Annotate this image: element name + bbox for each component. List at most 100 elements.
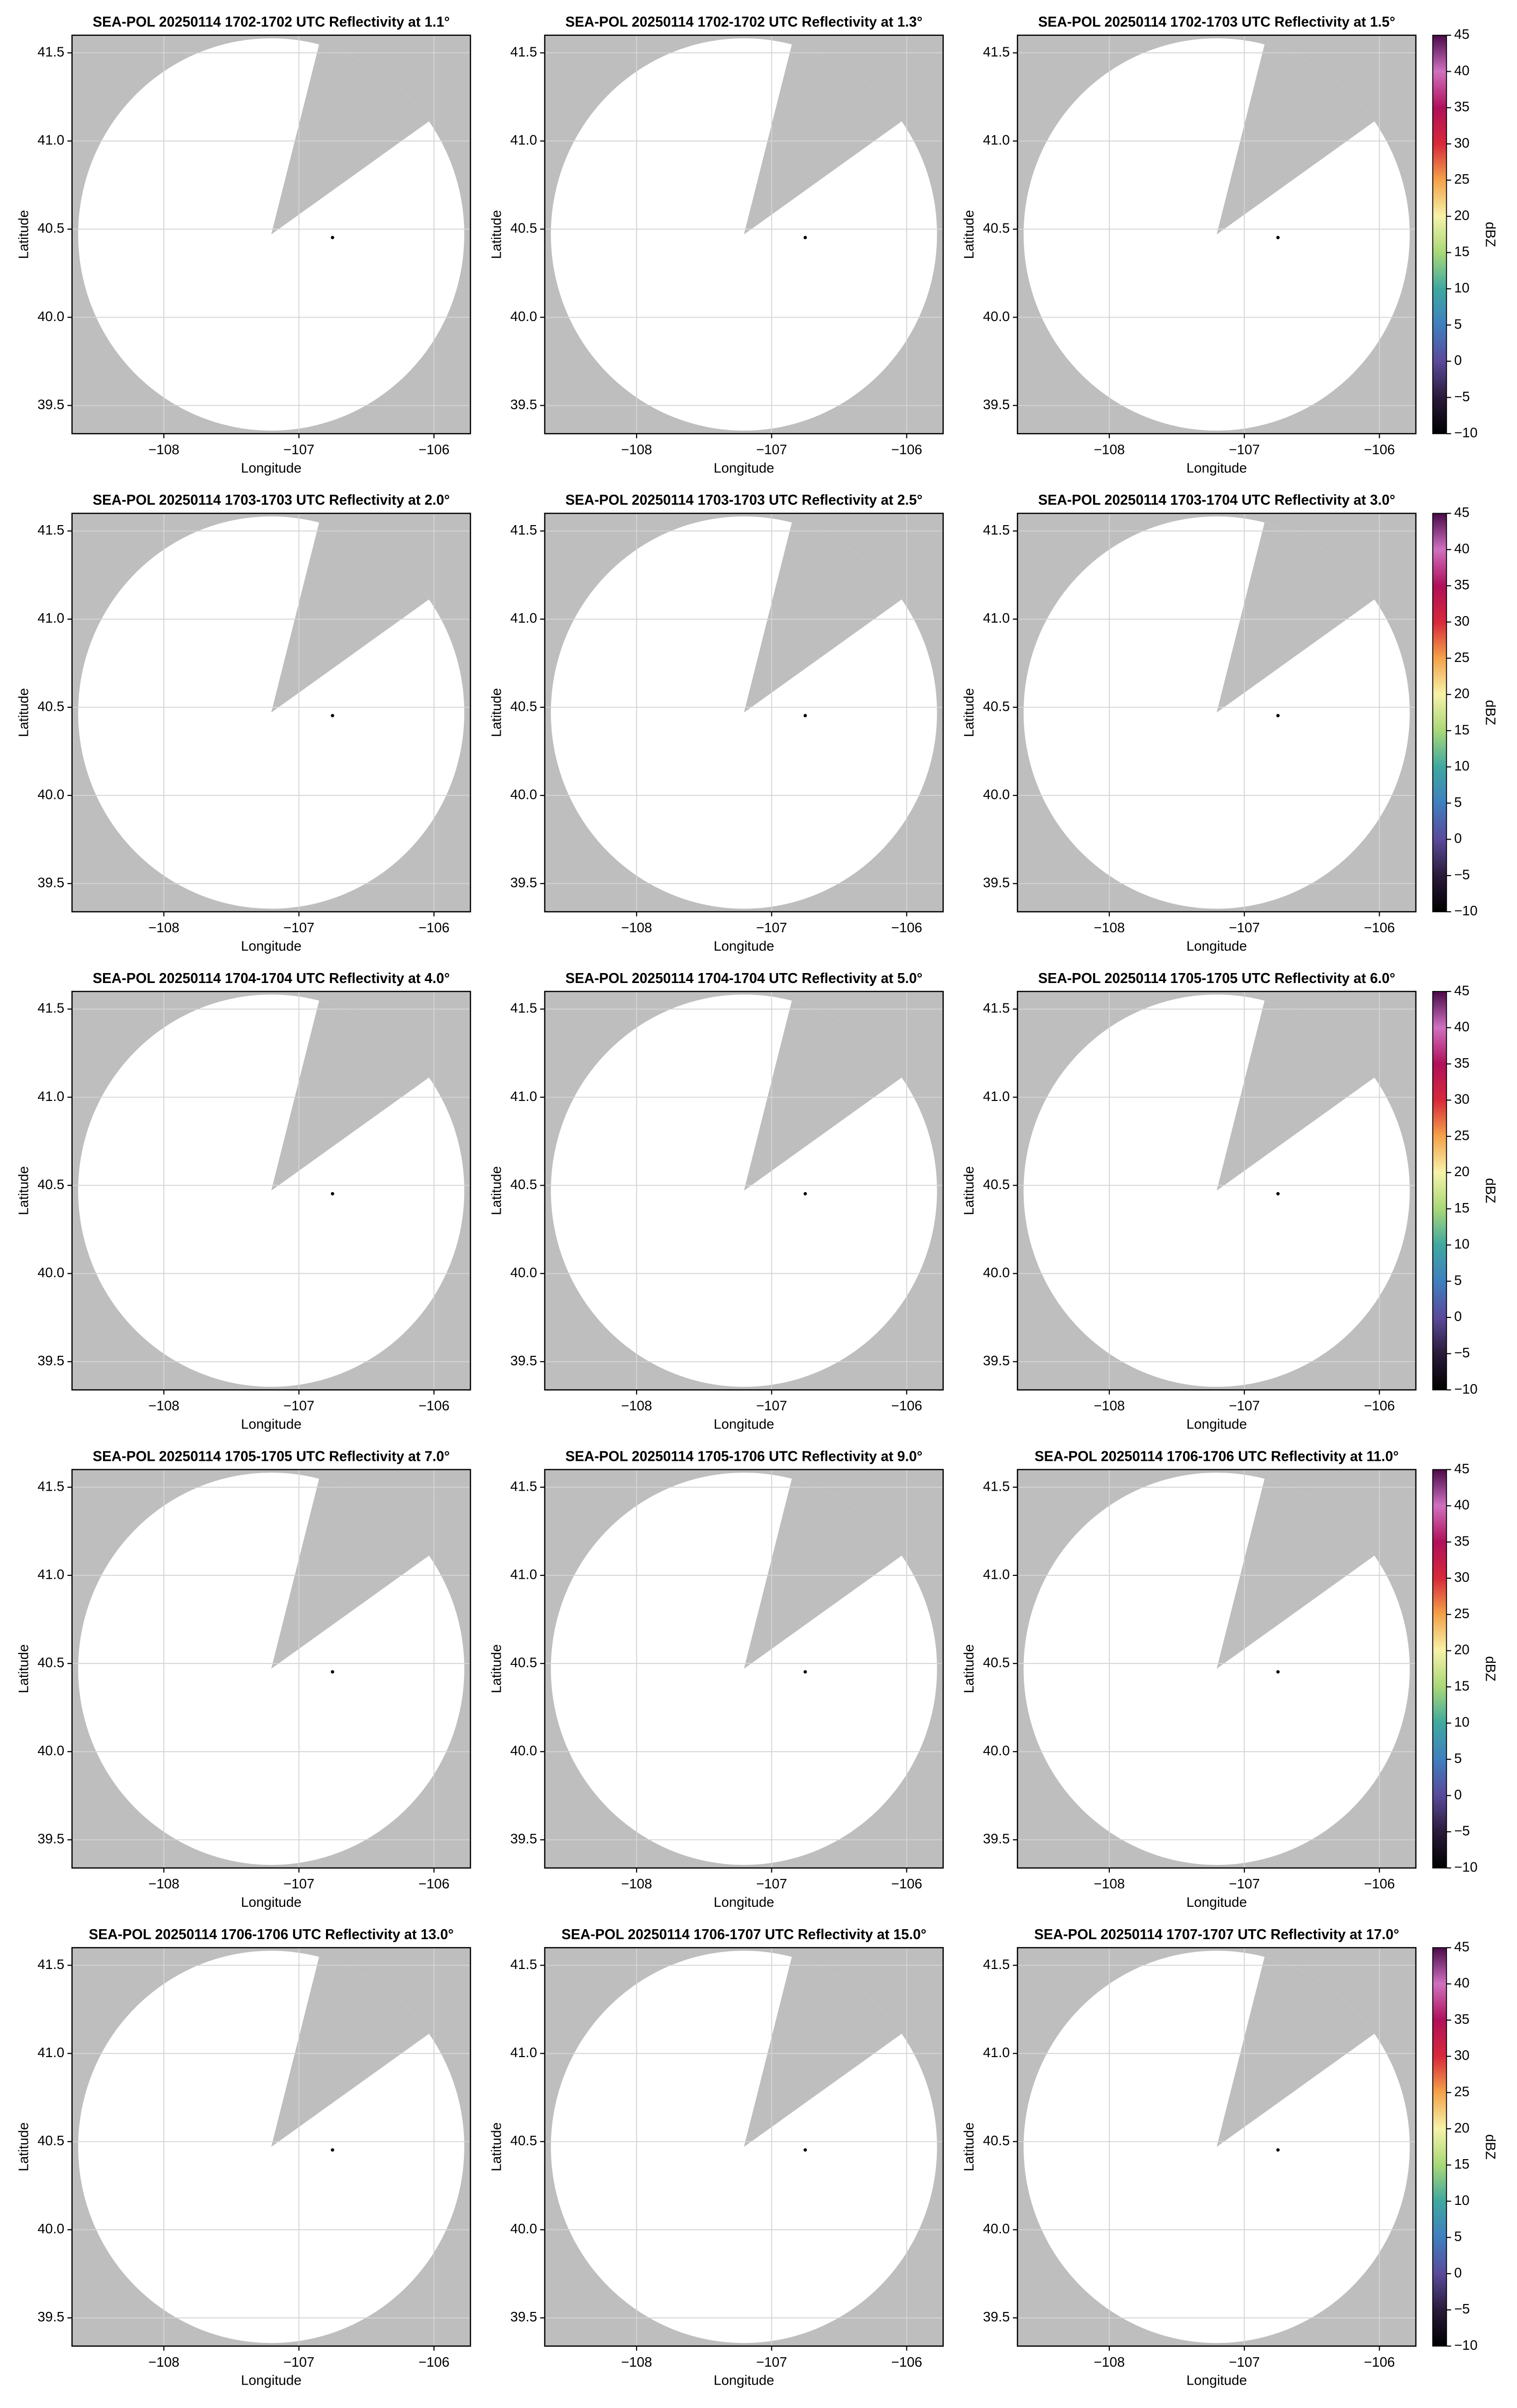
x-tick-label: −106 [419, 920, 449, 935]
axes-frame [1017, 1947, 1417, 2347]
y-tick-label: 39.5 [37, 1831, 64, 1847]
y-tick-label: 40.5 [510, 2133, 537, 2148]
chart-title: SEA-POL 20250114 1703-1703 UTC Reflectiv… [93, 492, 449, 508]
y-tick-label: 40.5 [983, 220, 1010, 236]
x-axis-label: Longitude [714, 2373, 774, 2388]
chart-title: SEA-POL 20250114 1704-1704 UTC Reflectiv… [93, 971, 449, 986]
colorbar-tick-label: 0 [1454, 831, 1462, 846]
blocked-sector-group [744, 516, 937, 713]
y-tick-label: 40.5 [37, 2133, 64, 2148]
colorbar-tick-label: 15 [1454, 244, 1470, 259]
axes-frame [71, 1947, 471, 2347]
colorbar-tick-label: 5 [1454, 794, 1462, 810]
blocked-sector [1216, 994, 1410, 1191]
x-tick-label: −106 [419, 1398, 449, 1414]
y-axis-label: Latitude [488, 210, 504, 259]
y-tick-label: 41.0 [37, 1089, 64, 1104]
y-tick-label: 41.5 [983, 1478, 1010, 1494]
x-tick-label: −107 [283, 2354, 314, 2370]
site-marker [803, 1670, 807, 1674]
x-tick-label: −106 [891, 1876, 922, 1891]
blocked-sector [744, 994, 937, 1191]
y-tick-label: 40.0 [983, 309, 1010, 324]
x-tick-label: −108 [148, 441, 179, 457]
colorbar [1432, 34, 1447, 435]
x-tick-label: −106 [1364, 920, 1395, 935]
colorbar-tick-label: 35 [1454, 1533, 1470, 1548]
colorbar [1432, 991, 1447, 1391]
plot-area [72, 1948, 471, 2346]
y-tick-label: 39.5 [983, 397, 1010, 412]
colorbar-tick-label: 5 [1454, 316, 1462, 331]
x-axis-label: Longitude [241, 2373, 302, 2388]
blocked-sector [271, 516, 464, 713]
colorbar-tick-label: −5 [1454, 2301, 1470, 2316]
y-tick-label: 41.0 [510, 610, 537, 626]
x-axis-label: Longitude [714, 938, 774, 954]
colorbar-tick-label: 30 [1454, 1569, 1470, 1585]
blocked-sector [1216, 38, 1410, 235]
plot-area [544, 1469, 943, 1868]
y-axis-label: Latitude [961, 1644, 976, 1694]
x-tick-label: −107 [283, 441, 314, 457]
x-axis-label: Longitude [241, 1894, 302, 1910]
y-axis-label: Latitude [961, 2122, 976, 2172]
blocked-sector [271, 1951, 464, 2147]
colorbar-tick-label: 45 [1454, 1461, 1470, 1476]
plot-area [72, 513, 471, 912]
colorbar-tick-label: 15 [1454, 722, 1470, 737]
x-tick-label: −106 [1364, 1876, 1395, 1891]
y-tick-label: 39.5 [510, 875, 537, 890]
chart-title: SEA-POL 20250114 1706-1706 UTC Reflectiv… [89, 1927, 453, 1943]
y-tick-label: 41.0 [510, 1089, 537, 1104]
blocked-sector [744, 1951, 937, 2147]
colorbar-tick-label: 25 [1454, 171, 1470, 187]
y-tick-label: 41.5 [37, 1478, 64, 1494]
y-tick-label: 41.5 [37, 1957, 64, 1972]
y-tick-label: 40.5 [37, 220, 64, 236]
x-tick-label: −108 [148, 1876, 179, 1891]
y-tick-label: 40.5 [983, 1654, 1010, 1670]
site-marker [1276, 235, 1280, 239]
x-tick-label: −107 [1229, 1398, 1260, 1414]
y-axis-label: Latitude [488, 1166, 504, 1215]
y-axis-label: Latitude [16, 2122, 31, 2172]
colorbar-tick-label: 20 [1454, 1164, 1470, 1179]
x-axis-label: Longitude [714, 460, 774, 475]
axes-frame [544, 1469, 944, 1869]
y-tick-label: 40.0 [37, 309, 64, 324]
x-axis-label: Longitude [714, 1417, 774, 1432]
site-marker [330, 1192, 334, 1196]
y-tick-label: 41.5 [983, 1957, 1010, 1972]
colorbar-tick-label: 5 [1454, 1272, 1462, 1288]
y-tick-label: 39.5 [510, 1831, 537, 1847]
y-tick-label: 40.5 [510, 1654, 537, 1670]
x-axis-label: Longitude [1187, 938, 1247, 954]
plot-area [1017, 513, 1416, 912]
site-marker [803, 235, 807, 239]
x-tick-label: −106 [419, 2354, 449, 2370]
site-marker [330, 714, 334, 718]
x-axis-label: Longitude [1187, 1417, 1247, 1432]
x-axis-label: Longitude [1187, 460, 1247, 475]
y-tick-label: 39.5 [37, 875, 64, 890]
site-marker [1276, 2148, 1280, 2152]
y-axis-label: Latitude [16, 688, 31, 737]
x-tick-label: −107 [756, 1876, 787, 1891]
colorbar-tick-label: 35 [1454, 99, 1470, 114]
y-tick-label: 41.5 [510, 1478, 537, 1494]
x-axis-label: Longitude [241, 460, 302, 475]
y-tick-label: 39.5 [510, 2309, 537, 2324]
blocked-sector [1216, 1472, 1410, 1669]
chart-title: SEA-POL 20250114 1705-1705 UTC Reflectiv… [93, 1448, 449, 1464]
colorbar-label: dBZ [1483, 1656, 1498, 1681]
colorbar-tick-label: 40 [1454, 1019, 1470, 1034]
y-tick-label: 41.5 [510, 1000, 537, 1016]
colorbar-label: dBZ [1483, 222, 1498, 247]
colorbar-tick-label: 30 [1454, 135, 1470, 150]
x-axis-label: Longitude [1187, 1894, 1247, 1910]
y-tick-label: 41.5 [37, 1000, 64, 1016]
x-tick-label: −108 [1094, 1398, 1125, 1414]
site-marker [330, 235, 334, 239]
site-marker [803, 1192, 807, 1196]
